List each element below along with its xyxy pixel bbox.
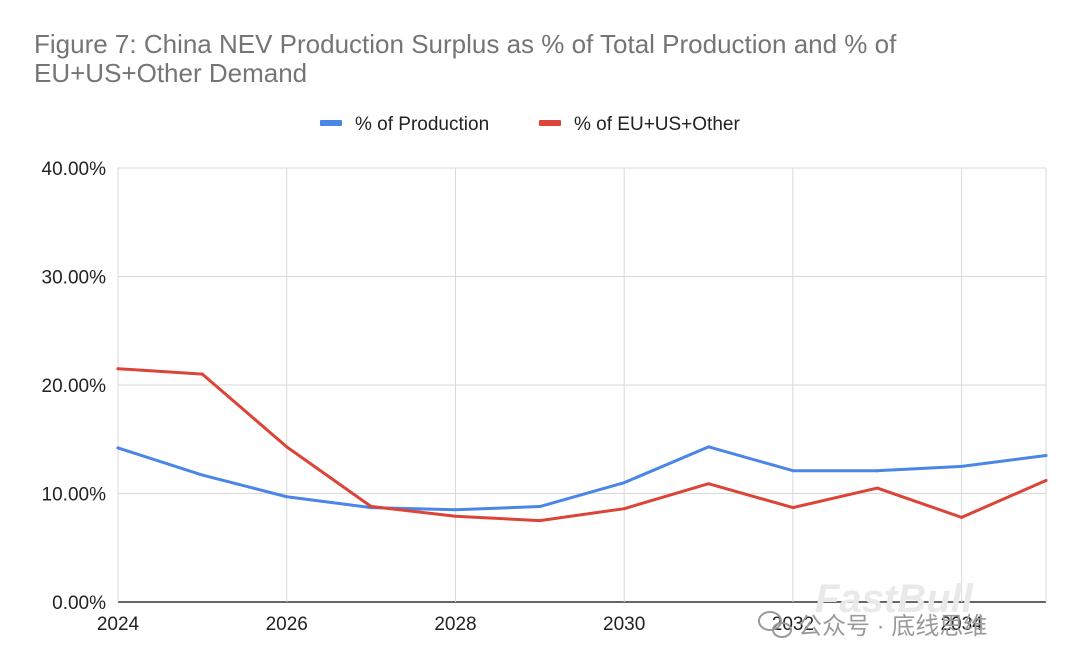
data-point — [622, 507, 626, 511]
data-point — [116, 446, 120, 450]
legend-label: % of Production — [355, 114, 489, 135]
data-point — [791, 469, 795, 473]
series-line-2 — [116, 367, 1048, 523]
data-point — [1044, 454, 1048, 458]
chart-title: Figure 7: China NEV Production Surplus a… — [34, 29, 897, 88]
data-point — [875, 469, 879, 473]
data-point — [875, 486, 879, 490]
data-point — [285, 445, 289, 449]
watermark-brand: FastBull — [815, 577, 974, 621]
watermark-text: 公众号 · 底线思维 — [798, 613, 987, 640]
data-point — [200, 473, 204, 477]
data-point — [453, 514, 457, 518]
chart-series — [116, 367, 1048, 523]
data-point — [285, 495, 289, 499]
x-tick-label: 2024 — [97, 614, 140, 635]
y-tick-label: 0.00% — [52, 593, 106, 614]
legend-label: % of EU+US+Other — [574, 114, 740, 135]
x-tick-label: 2026 — [266, 614, 308, 635]
data-point — [369, 505, 373, 509]
series-line-1 — [116, 445, 1048, 512]
data-point — [960, 464, 964, 468]
data-point — [960, 515, 964, 519]
x-axis-ticks: 2024 2026 2028 2030 2032 2034 — [97, 614, 983, 635]
legend-swatch — [320, 120, 342, 126]
chart-grid — [117, 167, 1047, 603]
x-tick-label: 2032 — [772, 614, 814, 635]
x-tick-label: 2030 — [603, 614, 645, 635]
data-point — [791, 506, 795, 510]
data-point — [1044, 478, 1048, 482]
x-tick-label: 2028 — [434, 614, 476, 635]
y-tick-label: 30.00% — [42, 268, 107, 289]
data-point — [538, 519, 542, 523]
wechat-icon — [758, 611, 792, 638]
y-tick-label: 20.00% — [42, 376, 107, 397]
legend: % of Production % of EU+US+Other — [320, 114, 740, 135]
data-point — [707, 482, 711, 486]
legend-swatch — [539, 120, 561, 126]
data-point — [116, 367, 120, 371]
data-point — [453, 508, 457, 512]
y-tick-label: 10.00% — [42, 485, 107, 506]
data-point — [538, 505, 542, 509]
y-tick-label: 40.00% — [42, 159, 107, 180]
y-axis-ticks: 0.00% 10.00% 20.00% 30.00% 40.00% — [42, 159, 107, 614]
data-point — [707, 445, 711, 449]
data-point — [622, 481, 626, 485]
data-point — [200, 372, 204, 376]
x-tick-label: 2034 — [940, 614, 983, 635]
